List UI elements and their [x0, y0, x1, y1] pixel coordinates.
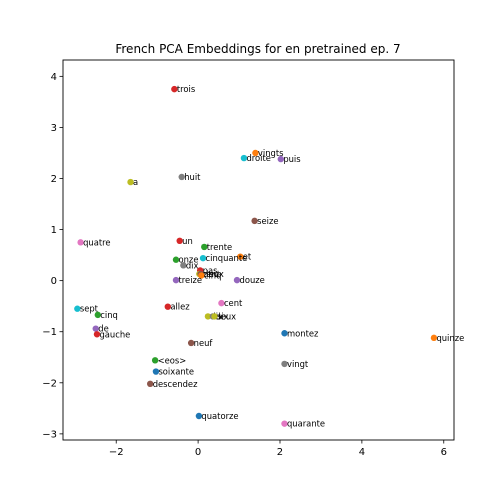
data-point	[237, 253, 244, 260]
data-point	[172, 256, 180, 263]
point-label: douze	[240, 275, 265, 285]
point-label: quatre	[83, 237, 110, 247]
data-point	[233, 276, 241, 284]
data-point	[430, 334, 438, 342]
y-axis: −3 −2 −1 0 1 2 3 4	[42, 72, 63, 440]
data-point	[198, 272, 205, 279]
data-point	[201, 243, 208, 251]
point-label: treize	[179, 275, 203, 285]
chart-title: French PCA Embeddings for en pretrained …	[115, 42, 400, 56]
point-label: gauche	[99, 329, 130, 339]
point-label: dix	[186, 260, 199, 270]
point-label: <eos>	[158, 355, 187, 365]
data-point	[164, 303, 172, 310]
data-point	[281, 330, 288, 337]
plot-area	[62, 59, 455, 441]
point-label: puis	[283, 154, 300, 164]
point-label: six	[217, 311, 229, 321]
point-label: vingts	[258, 148, 284, 158]
y-tick-label: −2	[42, 378, 57, 389]
y-tick-label: −1	[42, 327, 57, 338]
point-label: cent	[202, 269, 221, 279]
x-tick-label: 0	[195, 447, 201, 458]
point-label: a	[133, 177, 138, 187]
x-tick-label: 4	[359, 447, 365, 458]
y-tick-label: 1	[51, 225, 57, 236]
data-point	[277, 155, 285, 163]
data-point	[94, 311, 102, 319]
point-label: un	[182, 236, 193, 246]
data-point	[252, 149, 259, 157]
x-axis: −2 0 2 4 6	[109, 440, 447, 458]
data-point	[180, 262, 187, 269]
point-label: vingt	[287, 359, 309, 369]
point-label: quatorze	[201, 411, 238, 421]
point-label: onze	[179, 255, 199, 265]
data-point	[240, 154, 248, 162]
y-tick-label: 2	[51, 174, 57, 185]
data-point	[211, 313, 218, 320]
data-point	[281, 420, 288, 427]
point-label: de	[98, 324, 108, 334]
data-point	[281, 360, 288, 368]
data-point	[178, 173, 185, 181]
data-point	[92, 325, 99, 332]
point-label: quinze	[436, 333, 464, 343]
data-point	[218, 299, 225, 307]
data-point	[152, 368, 160, 375]
point-label: sept	[80, 304, 99, 314]
point-label: deux	[203, 269, 224, 279]
point-label: seize	[257, 216, 278, 226]
y-tick-label: 4	[51, 72, 57, 83]
point-label: droite	[246, 153, 270, 163]
data-point	[176, 237, 183, 245]
point-label: trente	[207, 242, 232, 252]
data-point	[195, 412, 203, 420]
data-point	[151, 357, 159, 364]
data-point	[93, 331, 101, 338]
data-point	[147, 380, 154, 388]
point-label: et	[243, 252, 252, 262]
data-point	[74, 305, 81, 312]
point-label: montez	[287, 328, 319, 338]
y-tick-label: −3	[42, 429, 57, 440]
data-point	[77, 239, 84, 246]
point-label: cent	[224, 298, 243, 308]
data-point	[171, 85, 178, 93]
point-label: neuf	[194, 338, 214, 348]
y-tick-label: 0	[51, 276, 57, 287]
point-label: allez	[170, 302, 190, 312]
data-point	[204, 313, 212, 320]
point-label: cinq	[204, 271, 222, 281]
data-point	[127, 178, 134, 186]
x-tick-label: 6	[441, 447, 447, 458]
data-point	[187, 339, 195, 347]
x-tick-label: −2	[109, 447, 124, 458]
data-point	[199, 254, 207, 262]
point-label: cinq	[100, 310, 118, 320]
x-tick-label: 2	[277, 447, 283, 458]
point-label: trois	[177, 84, 195, 94]
point-label: huit	[184, 172, 201, 182]
point-label: quarante	[287, 419, 325, 429]
y-tick-label: 3	[51, 123, 57, 134]
point-label: cinquante	[206, 253, 248, 263]
point-label: deux	[215, 311, 236, 321]
point-label: pas	[203, 265, 218, 275]
data-point	[172, 276, 180, 284]
point-label: soixante	[158, 367, 194, 377]
point-label: descendez	[153, 379, 198, 389]
data-point	[251, 217, 258, 225]
